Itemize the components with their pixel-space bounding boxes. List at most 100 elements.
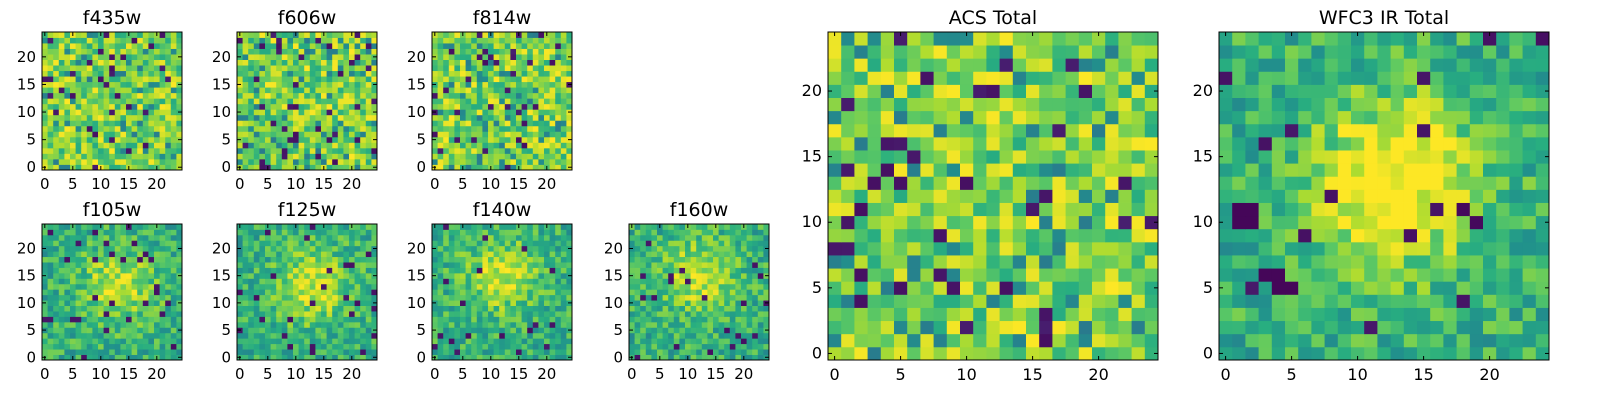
heatmap-cell [354, 332, 361, 339]
heatmap-cell [1092, 163, 1106, 177]
heatmap-cell [315, 153, 322, 160]
heatmap-cell [315, 54, 322, 60]
heatmap-cell [276, 81, 283, 88]
heatmap-cell [560, 70, 567, 77]
heatmap-cell [685, 327, 691, 334]
heatmap-cell [98, 305, 104, 312]
heatmap-cell [170, 305, 177, 312]
heatmap-cell [248, 311, 255, 317]
heatmap-cell [724, 321, 731, 328]
heatmap-cell [973, 281, 987, 295]
heatmap-cell [170, 120, 177, 127]
heatmap-cell [349, 81, 355, 88]
heatmap-cell [1039, 189, 1053, 203]
heatmap-cell [707, 321, 714, 328]
heatmap-cell [1144, 215, 1159, 230]
y-tick-label: 20 [212, 239, 231, 257]
heatmap-cell [752, 245, 759, 252]
heatmap-cell [476, 131, 483, 138]
heatmap-cell [454, 327, 461, 334]
heatmap-cell [276, 272, 283, 279]
heatmap-cell [532, 158, 539, 165]
heatmap-cell [828, 255, 842, 269]
heatmap-cell [276, 321, 283, 328]
heatmap-cell [729, 321, 736, 328]
heatmap-cell [154, 245, 160, 252]
heatmap-cell [81, 92, 88, 99]
heatmap-cell [81, 234, 88, 241]
heatmap-cell [53, 240, 60, 247]
heatmap-cell [443, 240, 450, 247]
heatmap-cell [1131, 163, 1146, 177]
heatmap-cell [1065, 333, 1080, 348]
heatmap-cell [867, 163, 882, 177]
heatmap-cell [841, 228, 855, 243]
heatmap-cell [86, 240, 93, 247]
heatmap-cell [86, 70, 93, 77]
heatmap-cell [707, 272, 714, 279]
heatmap-cell [265, 98, 271, 105]
heatmap-cell [724, 267, 731, 274]
heatmap-cell [432, 153, 438, 160]
heatmap-cell [560, 153, 567, 160]
heatmap-cell [640, 349, 647, 355]
heatmap-cell [757, 278, 764, 285]
heatmap-cell [1065, 346, 1080, 361]
heatmap-cell [120, 76, 127, 83]
heatmap-cell [349, 229, 355, 236]
heatmap-cell [763, 278, 770, 285]
y-tick-label: 5 [221, 131, 231, 149]
heatmap-cell [454, 251, 461, 258]
heatmap-cell [1026, 215, 1040, 230]
heatmap-cell [343, 147, 350, 154]
heatmap-cell [332, 153, 339, 160]
heatmap-cell [493, 109, 500, 116]
heatmap-cell [304, 267, 311, 274]
heatmap-cell [499, 142, 506, 149]
heatmap-cell [685, 294, 691, 301]
heatmap-cell [527, 305, 534, 312]
heatmap-cell [53, 120, 60, 127]
heatmap-cell [326, 153, 333, 160]
heatmap-cell [999, 163, 1014, 177]
heatmap-cell [70, 87, 76, 94]
heatmap-cell [1052, 255, 1066, 269]
heatmap-cell [973, 150, 987, 164]
heatmap-cell [126, 131, 132, 138]
heatmap-cell [126, 109, 132, 116]
heatmap-cell [281, 164, 288, 171]
heatmap-cell [527, 240, 534, 247]
heatmap-cell [176, 43, 183, 49]
heatmap-cell [287, 321, 294, 328]
heatmap-cell [679, 343, 686, 350]
heatmap-cell [304, 245, 311, 252]
heatmap-cell [242, 332, 249, 339]
heatmap-cell [259, 131, 266, 138]
heatmap-cell [281, 109, 288, 116]
heatmap-cell [645, 332, 652, 339]
heatmap-cell [42, 294, 48, 301]
heatmap-cell [867, 241, 882, 256]
heatmap-cell [707, 327, 714, 334]
heatmap-cell [460, 92, 466, 99]
heatmap-cell [521, 278, 528, 285]
heatmap-cell [176, 158, 183, 165]
heatmap-cell [516, 300, 522, 306]
heatmap-cell [337, 332, 344, 339]
heatmap-cell [560, 311, 567, 317]
heatmap-cell [476, 262, 483, 268]
heatmap-cell [142, 131, 149, 138]
heatmap-cell [510, 327, 517, 334]
heatmap-cell [482, 153, 489, 160]
heatmap-cell [53, 136, 60, 143]
heatmap-cell [510, 65, 517, 72]
heatmap-cell [304, 114, 311, 121]
heatmap-cell [86, 338, 93, 345]
heatmap-cell [521, 289, 528, 296]
heatmap-cell [270, 103, 277, 110]
heatmap-cell [1131, 255, 1146, 269]
heatmap-cell [465, 305, 472, 312]
panel-frame [41, 223, 183, 361]
heatmap-cell [281, 240, 288, 247]
